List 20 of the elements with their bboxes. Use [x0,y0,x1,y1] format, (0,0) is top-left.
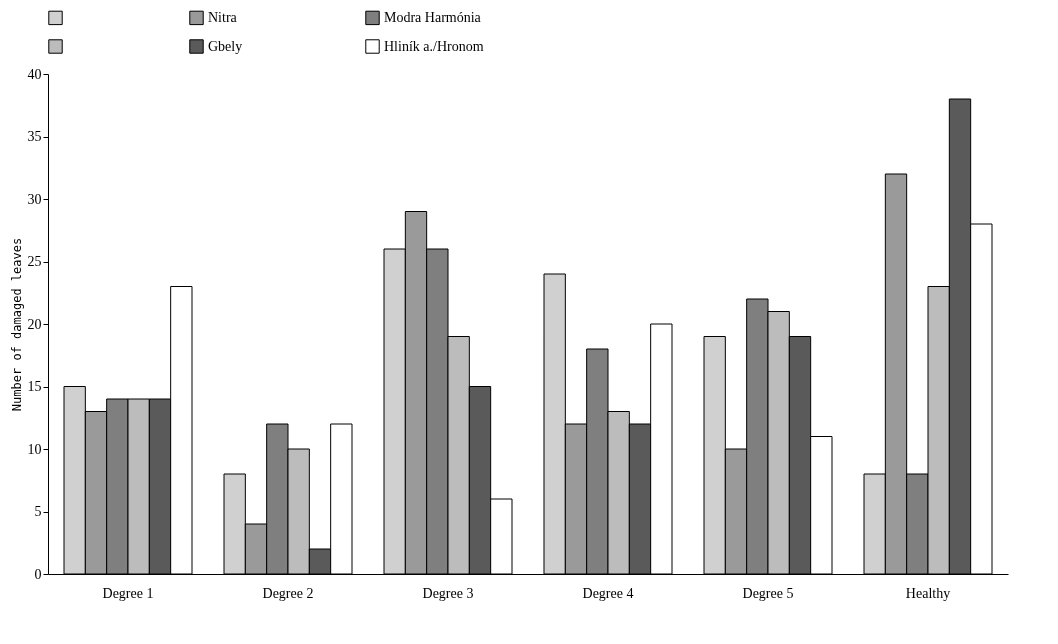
x-tick-label: Degree 5 [742,585,794,601]
x-tick-label: Degree 3 [422,585,474,601]
legend-label: Nitra [208,9,238,25]
x-tick-label: Degree 2 [262,585,314,601]
y-tick-label: 40 [27,66,42,82]
x-tick-label: Healthy [905,585,951,601]
legend-label: Gbely [208,38,243,54]
y-axis-title: Number of damaged leaves [9,237,24,412]
x-tick-label: Degree 4 [582,585,634,601]
x-tick-label: Degree 1 [102,585,154,601]
y-tick-label: 35 [27,129,42,144]
legend-label: Hliník a./Hronom [384,38,484,54]
y-tick-label: 5 [34,504,42,519]
y-tick-label: 30 [27,191,42,207]
y-tick-label: 15 [27,379,42,394]
legend-label: Modra Harmónia [384,9,482,25]
y-tick-label: 10 [27,441,42,457]
y-tick-label: 20 [27,316,42,332]
y-tick-label: 0 [34,566,42,582]
y-tick-label: 25 [27,254,42,269]
